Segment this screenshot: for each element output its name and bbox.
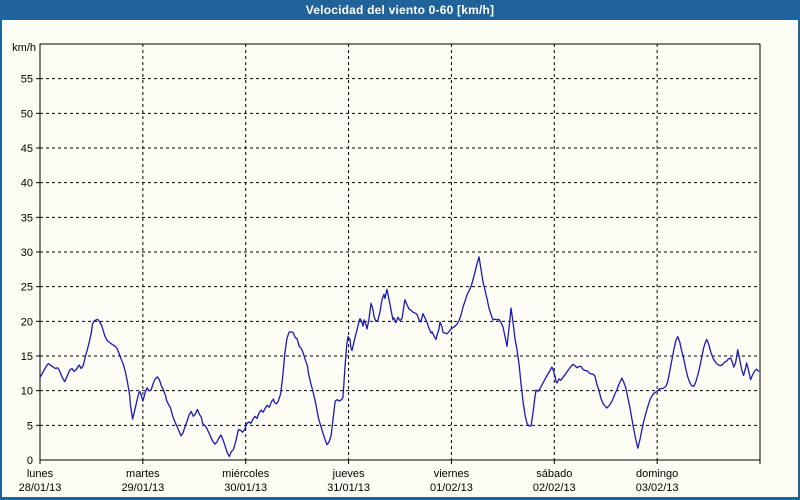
chart-title: Velocidad del viento 0-60 [km/h] xyxy=(306,3,494,17)
y-tick-label-45: 45 xyxy=(21,143,33,155)
x-day-label-0: lunes xyxy=(27,468,54,480)
x-day-label-2: miércoles xyxy=(222,468,270,480)
x-day-label-3: jueves xyxy=(332,468,365,480)
x-day-label-6: domingo xyxy=(636,468,678,480)
y-tick-label-20: 20 xyxy=(21,316,33,328)
y-tick-label-0: 0 xyxy=(27,455,33,467)
x-date-label-6: 03/02/13 xyxy=(636,482,679,494)
x-day-label-1: martes xyxy=(126,468,160,480)
y-tick-label-25: 25 xyxy=(21,282,33,294)
y-tick-label-40: 40 xyxy=(21,178,33,190)
y-tick-label-5: 5 xyxy=(27,420,33,432)
y-tick-label-30: 30 xyxy=(21,247,33,259)
y-tick-label-55: 55 xyxy=(21,74,33,86)
x-day-label-4: viernes xyxy=(434,468,470,480)
y-tick-label-10: 10 xyxy=(21,386,33,398)
y-axis-unit-label: km/h xyxy=(12,42,36,54)
y-tick-label-15: 15 xyxy=(21,351,33,363)
x-date-label-5: 02/02/13 xyxy=(533,482,576,494)
x-date-label-4: 01/02/13 xyxy=(430,482,473,494)
y-tick-label-35: 35 xyxy=(21,212,33,224)
x-date-label-2: 30/01/13 xyxy=(224,482,267,494)
x-date-label-0: 28/01/13 xyxy=(19,482,62,494)
x-day-label-5: sábado xyxy=(536,468,572,480)
chart-area: 0 5 10 15 20 25 30 35 40 45 50 55 km/h lunes 28/01/13 m… xyxy=(2,20,798,497)
x-date-label-1: 29/01/13 xyxy=(121,482,164,494)
y-tick-label-50: 50 xyxy=(21,108,33,120)
wind-chart-svg: 0 5 10 15 20 25 30 35 40 45 50 55 km/h lunes 28/01/13 m… xyxy=(2,20,798,497)
x-date-label-3: 31/01/13 xyxy=(327,482,370,494)
wind-speed-chart-window: Velocidad del viento 0-60 [km/h] 0 5 10 15 2… xyxy=(0,0,800,500)
chart-title-bar: Velocidad del viento 0-60 [km/h] xyxy=(0,0,800,20)
